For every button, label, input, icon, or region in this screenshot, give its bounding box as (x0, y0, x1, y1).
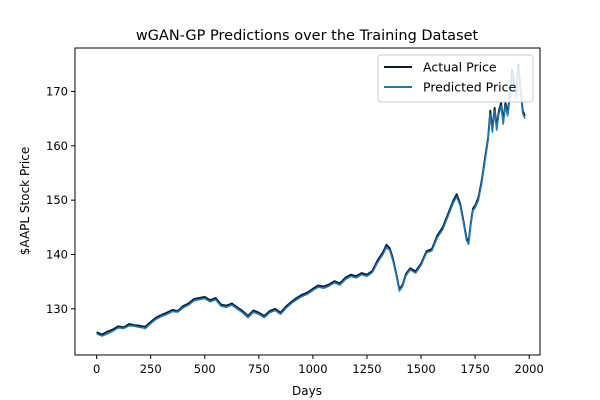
series-line-predicted (96, 67, 526, 337)
x-tick-label: 1500 (406, 362, 435, 376)
y-tick-label: 130 (46, 302, 68, 316)
legend-label-predicted: Predicted Price (423, 80, 516, 95)
x-axis: 0 250 500 750 1000 1250 1500 1750 2000 (93, 355, 544, 376)
legend-label-actual: Actual Price (423, 60, 497, 75)
series-layer (96, 63, 526, 337)
y-axis-label: $AAPL Stock Price (18, 147, 32, 255)
x-tick-label: 750 (248, 362, 270, 376)
series-line-actual (96, 63, 526, 336)
y-axis: 130 140 150 160 170 (46, 84, 75, 316)
x-tick-label: 1250 (352, 362, 381, 376)
x-tick-label: 0 (93, 362, 100, 376)
legend-box (377, 54, 534, 103)
x-tick-label: 250 (140, 362, 162, 376)
chart-title: wGAN-GP Predictions over the Training Da… (136, 28, 479, 44)
y-tick-label: 170 (46, 84, 68, 98)
legend: Actual Price Predicted Price (377, 54, 534, 103)
y-tick-label: 150 (46, 193, 68, 207)
x-tick-label: 2000 (515, 362, 544, 376)
plot-area (74, 47, 541, 356)
y-tick-label: 140 (46, 247, 68, 261)
x-tick-label: 1000 (298, 362, 327, 376)
x-axis-label: Days (292, 384, 322, 398)
axes-frame (74, 47, 541, 356)
y-tick-label: 160 (46, 139, 68, 153)
x-tick-label: 1750 (460, 362, 489, 376)
x-tick-label: 500 (194, 362, 216, 376)
